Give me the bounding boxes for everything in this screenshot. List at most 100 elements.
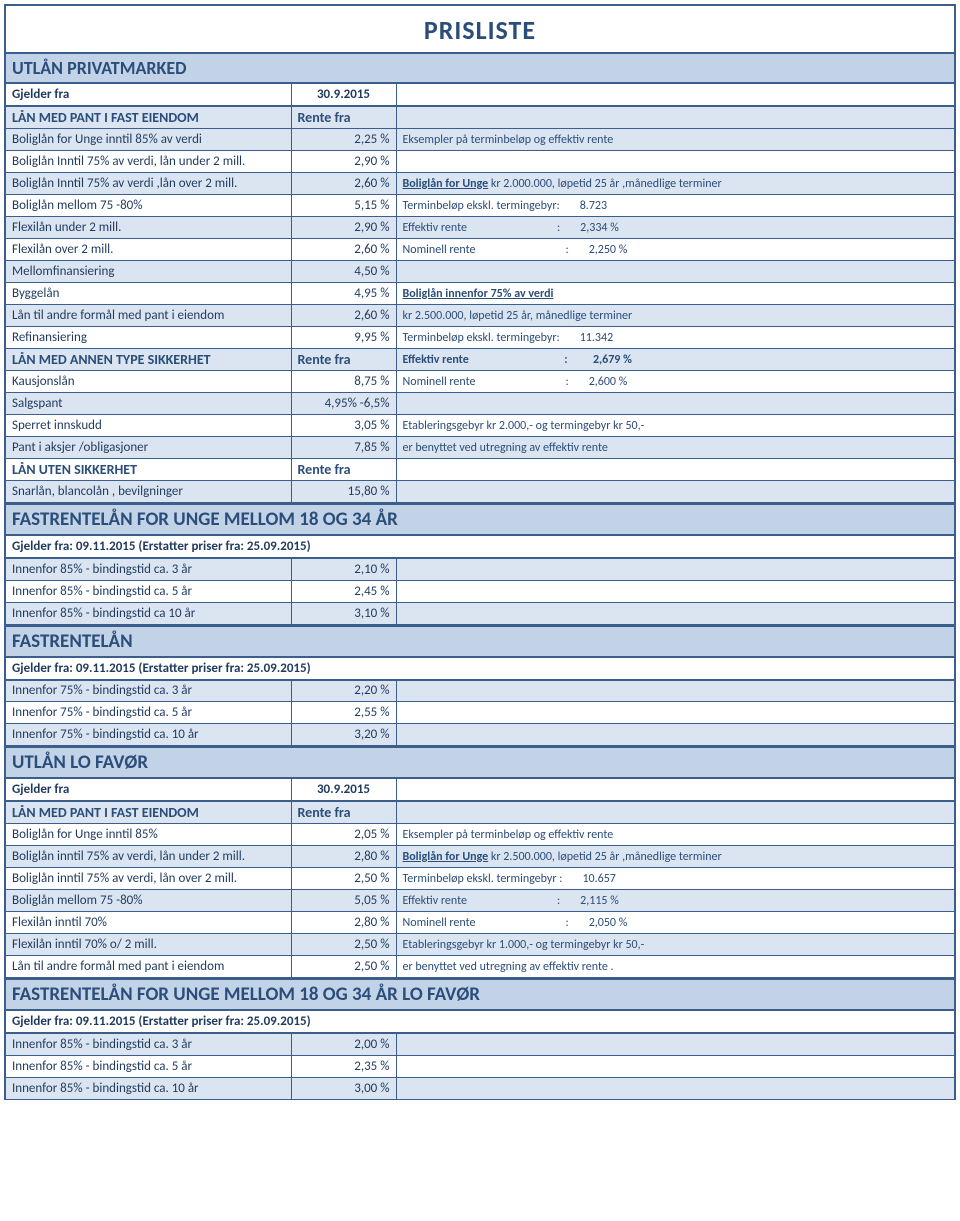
row-rate: 15,80 % xyxy=(291,481,396,503)
row-rate: 8,75 % xyxy=(291,371,396,393)
note-value: 2,600 % xyxy=(589,375,628,389)
section-lo-favor: UTLÅN LO FAVØR xyxy=(6,746,954,779)
row-rate: 2,35 % xyxy=(291,1055,396,1077)
table-row: Innenfor 75% - bindingstid ca. 10 år3,20… xyxy=(6,724,954,746)
table-row: Lån til andre formål med pant i eiendom2… xyxy=(6,305,954,327)
table-row: Boliglån for Unge inntil 85% av verdi2,2… xyxy=(6,129,954,151)
row-label: Innenfor 85% - bindingstid ca. 5 år xyxy=(6,1055,291,1077)
row-label: Flexilån inntil 70% o/ 2 mill. xyxy=(6,934,291,956)
row-label: Innenfor 75% - bindingstid ca. 10 år xyxy=(6,724,291,746)
row-rate: 4,95% -6,5% xyxy=(291,393,396,415)
table-row: Flexilån inntil 70% o/ 2 mill.2,50 %Etab… xyxy=(6,934,954,956)
row-label: Byggelån xyxy=(6,283,291,305)
row-label: Boliglån Inntil 75% av verdi, lån under … xyxy=(6,151,291,173)
row-label: Innenfor 85% - bindingstid ca 10 år xyxy=(6,602,291,624)
row-label: Innenfor 85% - bindingstid ca. 5 år xyxy=(6,580,291,602)
section-fastrentelan-unge: FASTRENTELÅN FOR UNGE MELLOM 18 OG 34 ÅR xyxy=(6,503,954,536)
row-rate: 2,20 % xyxy=(291,680,396,702)
row-label: Refinansiering xyxy=(6,327,291,349)
note-sep: : xyxy=(564,353,567,367)
row-label: Boliglån inntil 75% av verdi, lån under … xyxy=(6,846,291,868)
row-rate: 2,50 % xyxy=(291,868,396,890)
subhead-rente-fra-3: Rente fra xyxy=(291,459,396,481)
row-rate: 2,50 % xyxy=(291,956,396,978)
table-row: Mellomfinansiering4,50 % xyxy=(6,261,954,283)
gjelder-label: Gjelder fra xyxy=(6,84,291,106)
row-note: Effektiv rente:2,334 % xyxy=(396,217,954,239)
table-row: Innenfor 75% - bindingstid ca. 3 år2,20 … xyxy=(6,680,954,702)
row-rate: 2,45 % xyxy=(291,580,396,602)
table-row: Innenfor 85% - bindingstid ca 10 år3,10 … xyxy=(6,602,954,624)
note-label: Nominell rente xyxy=(403,916,476,930)
row-note: Terminbeløp ekskl. termingebyr :10.657 xyxy=(396,868,954,890)
table-row: Innenfor 75% - bindingstid ca. 5 år2,55 … xyxy=(6,702,954,724)
table-row: Refinansiering9,95 %Terminbeløp ekskl. t… xyxy=(6,327,954,349)
table-row: Snarlån, blancolån , bevilgninger15,80 % xyxy=(6,481,954,503)
row-note xyxy=(396,481,954,503)
row-note: er benyttet ved utregning av effektiv re… xyxy=(396,437,954,459)
row-rate: 4,50 % xyxy=(291,261,396,283)
row-label: Salgspant xyxy=(6,393,291,415)
row-rate: 2,60 % xyxy=(291,305,396,327)
row-note: kr 2.500.000, løpetid 25 år, månedlige t… xyxy=(396,305,954,327)
note-label: Nominell rente xyxy=(403,375,476,389)
table-row: Flexilån under 2 mill.2,90 %Effektiv ren… xyxy=(6,217,954,239)
row-label: Lån til andre formål med pant i eiendom xyxy=(6,956,291,978)
row-label: Lån til andre formål med pant i eiendom xyxy=(6,305,291,327)
row-note: Etableringsgebyr kr 2.000,- og termingeb… xyxy=(396,415,954,437)
row-note: Terminbeløp ekskl. termingebyr:11.342 xyxy=(396,327,954,349)
row-label: Boliglån mellom 75 -80% xyxy=(6,195,291,217)
row-label: Boliglån for Unge inntil 85% av verdi xyxy=(6,129,291,151)
gjelder-label: Gjelder fra xyxy=(6,779,291,801)
note-sep: : xyxy=(565,375,568,389)
table-row: Boliglån mellom 75 -80%5,05 %Effektiv re… xyxy=(6,890,954,912)
subhead-rente-fra: Rente fra xyxy=(291,106,396,129)
row-rate: 2,80 % xyxy=(291,846,396,868)
note-value: 2,115 % xyxy=(580,894,619,908)
table-row: Innenfor 85% - bindingstid ca. 3 år2,00 … xyxy=(6,1033,954,1055)
table-row: Innenfor 85% - bindingstid ca. 3 år2,10 … xyxy=(6,558,954,580)
row-label: Innenfor 85% - bindingstid ca. 3 år xyxy=(6,1033,291,1055)
row-label: Flexilån under 2 mill. xyxy=(6,217,291,239)
row-note: Boliglån for Unge kr 2.500.000, løpetid … xyxy=(396,846,954,868)
gjelder-sub: Gjelder fra: 09.11.2015 (Erstatter prise… xyxy=(6,1011,396,1033)
table-row: Boliglån Inntil 75% av verdi, lån under … xyxy=(6,151,954,173)
note-prefix: Boliglån for Unge xyxy=(403,850,489,864)
row-label: Innenfor 85% - bindingstid ca. 10 år xyxy=(6,1077,291,1099)
table-row: Innenfor 85% - bindingstid ca. 10 år3,00… xyxy=(6,1077,954,1099)
row-note: Eksempler på terminbeløp og effektiv ren… xyxy=(396,824,954,846)
table-row: Salgspant4,95% -6,5% xyxy=(6,393,954,415)
section-utlan-privatmarked: UTLÅN PRIVATMARKED xyxy=(6,54,954,84)
page-title-row: PRISLISTE xyxy=(6,6,954,54)
note-label: Terminbeløp ekskl. termingebyr: xyxy=(403,331,560,345)
section-fastrentelan: FASTRENTELÅN xyxy=(6,625,954,658)
row-note xyxy=(396,261,954,283)
table-row: Flexilån inntil 70%2,80 %Nominell rente:… xyxy=(6,912,954,934)
row-rate: 2,55 % xyxy=(291,702,396,724)
row-note: Effektiv rente:2,115 % xyxy=(396,890,954,912)
row-label: Innenfor 85% - bindingstid ca. 3 år xyxy=(6,558,291,580)
note-value: 2,679 % xyxy=(593,353,632,367)
row-note: Nominell rente:2,050 % xyxy=(396,912,954,934)
subhead-rente-fra: Rente fra xyxy=(291,801,396,824)
row-rate: 2,05 % xyxy=(291,824,396,846)
gjelder-sub: Gjelder fra: 09.11.2015 (Erstatter prise… xyxy=(6,658,396,680)
page-title: PRISLISTE xyxy=(6,14,954,46)
row-label: Pant i aksjer /obligasjoner xyxy=(6,437,291,459)
subhead-uten-sikkerhet: LÅN UTEN SIKKERHET xyxy=(6,459,291,481)
row-rate: 3,20 % xyxy=(291,724,396,746)
section-fastrentelan-unge-lo: FASTRENTELÅN FOR UNGE MELLOM 18 OG 34 ÅR… xyxy=(6,978,954,1011)
row-label: Flexilån inntil 70% xyxy=(6,912,291,934)
row-note: Eksempler på terminbeløp og effektiv ren… xyxy=(396,129,954,151)
note-value: 2,334 % xyxy=(580,221,619,235)
section2-table: Gjelder fra: 09.11.2015 (Erstatter prise… xyxy=(6,536,954,625)
note-label: Effektiv rente xyxy=(403,221,467,235)
note-value: 8.723 xyxy=(580,199,607,213)
row-rate: 5,05 % xyxy=(291,890,396,912)
row-label: Innenfor 75% - bindingstid ca. 3 år xyxy=(6,680,291,702)
row-rate: 9,95 % xyxy=(291,327,396,349)
row-rate: 2,00 % xyxy=(291,1033,396,1055)
row-note: Etableringsgebyr kr 1.000,- og termingeb… xyxy=(396,934,954,956)
row-label: Kausjonslån xyxy=(6,371,291,393)
note-label: Effektiv rente xyxy=(403,353,469,367)
